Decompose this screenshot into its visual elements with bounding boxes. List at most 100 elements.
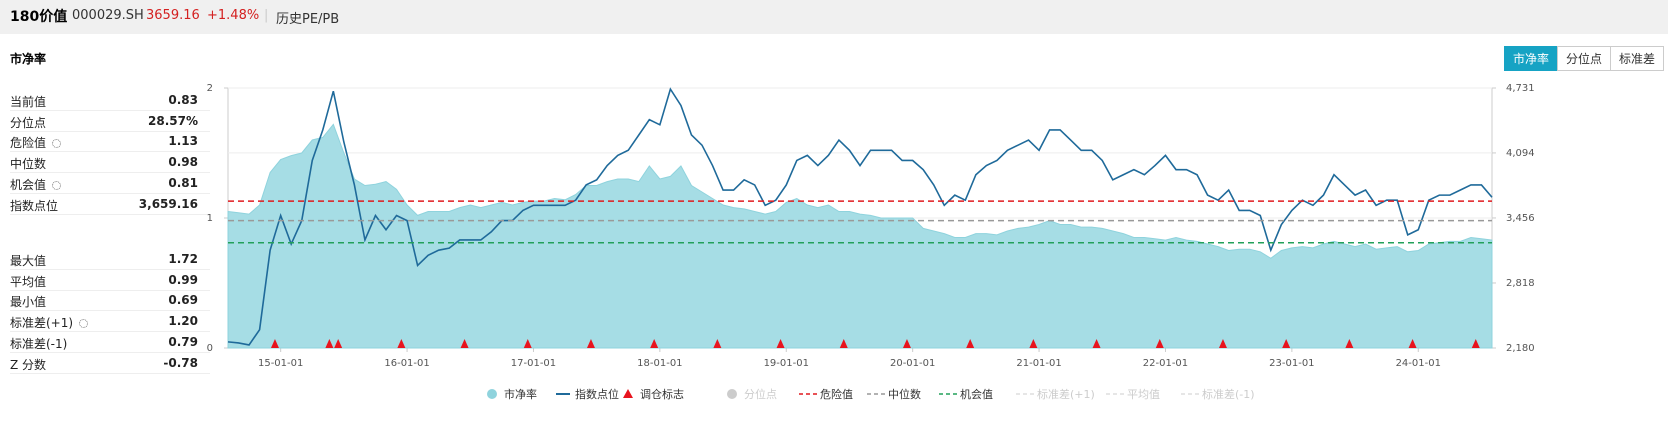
settings-icon[interactable] [79,319,89,329]
rebalance-marker [902,339,911,348]
rebalance-marker [1282,339,1291,348]
stat-row: 标准差(+1) 1.20 [10,311,210,333]
legend-item[interactable]: 平均值 [1106,388,1160,401]
y2-tick-label: 2,818 [1506,278,1535,289]
legend-label: 指数点位 [575,387,619,401]
legend-label: 中位数 [888,387,921,401]
legend-item[interactable]: 分位点 [727,387,777,401]
stat-value: 0.98 [168,155,198,170]
stat-label: 平均值 [10,274,47,289]
legend-item[interactable]: 标准差(-1) [1181,387,1255,401]
stat-row: 危险值 1.13 [10,131,210,153]
settings-icon[interactable] [52,180,62,190]
legend-symbol [727,389,737,399]
index-code: 000029.SH [72,8,144,23]
stat-label: 指数点位 [10,198,59,213]
settings-icon[interactable] [52,139,62,149]
legend-item[interactable]: 市净率 [487,387,537,401]
legend-item[interactable]: 调仓标志 [623,387,684,401]
legend-item[interactable]: 标准差(+1) [1016,387,1095,401]
legend-symbol [623,389,633,398]
stat-row: 中位数 0.98 [10,152,210,174]
stat-value: 0.99 [168,272,198,287]
y-tick-label: 0 [207,343,213,354]
rebalance-marker [1218,339,1227,348]
stat-row: 当前值 0.83 [10,90,210,111]
stat-value: 0.81 [168,175,198,190]
legend-label: 分位点 [744,387,777,401]
stat-row: Z 分数 -0.78 [10,353,210,374]
rebalance-marker [1471,339,1480,348]
rebalance-marker [1345,339,1354,348]
x-tick-label: 17-01-01 [511,358,556,369]
stat-value: 1.20 [168,314,198,329]
y2-tick-label: 4,094 [1506,148,1535,159]
rebalance-marker [776,339,785,348]
rebalance-marker [325,339,334,348]
rebalance-marker [523,339,532,348]
legend-label: 市净率 [504,387,537,401]
stat-value: 0.69 [168,293,198,308]
section-link[interactable]: 历史PE/PB [276,12,340,27]
rebalance-marker [586,339,595,348]
stat-row: 平均值 0.99 [10,270,210,291]
stat-label: 标准差(-1) [10,336,68,351]
stat-label: 最大值 [10,254,47,268]
x-tick-label: 18-01-01 [637,358,682,369]
x-tick-label: 22-01-01 [1143,358,1188,369]
rebalance-marker [1408,339,1417,348]
stat-value: 0.83 [168,93,198,107]
stat-row: 最大值 1.72 [10,249,210,270]
tabs: 市净率 分位点 标准差 [1503,46,1664,71]
legend-label: 平均值 [1127,388,1160,401]
x-tick-label: 20-01-01 [890,358,935,369]
x-tick-label: 15-01-01 [258,358,303,369]
y2-tick-label: 4,731 [1506,83,1535,94]
stat-row: 最小值 0.69 [10,290,210,312]
price: 3659.16 [146,8,200,23]
stat-value: -0.78 [163,355,198,370]
stat-value: 28.57% [148,113,198,128]
stat-row: 标准差(-1) 0.79 [10,332,210,353]
rebalance-marker [1029,339,1038,348]
index-name: 180价值 [10,9,68,25]
rebalance-marker [1092,339,1101,348]
stat-label: 分位点 [10,115,47,130]
legend-label: 标准差(-1) [1202,387,1255,401]
legend-item[interactable]: 机会值 [939,387,993,401]
legend-label: 危险值 [820,387,853,401]
legend-item[interactable]: 中位数 [867,387,921,401]
stat-row: 分位点 28.57% [10,111,210,132]
legend-label: 标准差(+1) [1037,387,1095,401]
header: 180价值 000029.SH 3659.16 +1.48% | 历史PE/PB [0,0,1668,34]
rebalance-marker [839,339,848,348]
y2-tick-label: 2,180 [1506,343,1535,354]
tab[interactable]: 标准差 [1609,46,1664,71]
rebalance-marker [966,339,975,348]
panel-title: 市净率 [10,52,47,66]
change: +1.48% [207,8,260,23]
divider: | [264,8,269,23]
stat-label: 中位数 [10,157,47,172]
rebalance-marker [397,339,406,348]
legend-label: 调仓标志 [640,387,684,401]
x-tick-label: 16-01-01 [384,358,429,369]
stat-label: Z 分数 [10,357,47,372]
stat-label: 当前值 [10,95,47,109]
pb-area [227,123,1493,349]
stat-value: 0.79 [168,334,198,349]
legend-symbol [487,389,497,399]
stat-value: 3,659.16 [138,196,198,211]
legend-item[interactable]: 指数点位 [556,387,619,401]
legend-item[interactable]: 危险值 [799,387,853,401]
legend-label: 机会值 [960,387,993,401]
stat-row: 机会值 0.81 [10,173,210,194]
rebalance-marker [650,339,659,348]
x-tick-label: 23-01-01 [1269,358,1314,369]
x-tick-label: 24-01-01 [1396,358,1441,369]
stat-label: 危险值 [10,134,62,151]
rebalance-marker [460,339,469,348]
tab[interactable]: 市净率 [1503,46,1558,71]
